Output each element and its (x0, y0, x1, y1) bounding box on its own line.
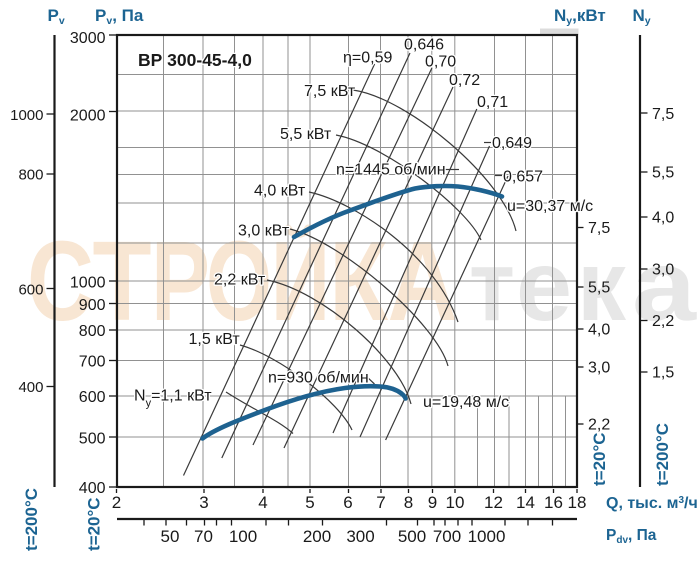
svg-text:2000: 2000 (70, 107, 106, 124)
svg-text:500: 500 (79, 431, 106, 448)
svg-text:η=0,59: η=0,59 (343, 50, 392, 67)
svg-text:800: 800 (79, 323, 106, 340)
svg-text:т: т (469, 230, 515, 342)
svg-text:0,72: 0,72 (449, 72, 480, 89)
svg-text:5,5 кВт: 5,5 кВт (280, 126, 332, 143)
svg-text:500: 500 (398, 527, 426, 546)
svg-text:600: 600 (79, 389, 106, 406)
svg-text:а: а (632, 230, 698, 342)
svg-text:400: 400 (18, 379, 43, 396)
svg-text:900: 900 (79, 297, 106, 314)
svg-text:2,2: 2,2 (588, 417, 610, 434)
svg-text:Q, тыс. м3/ч: Q, тыс. м3/ч (606, 495, 698, 512)
svg-text:2,2 кВт: 2,2 кВт (214, 272, 266, 289)
svg-text:0,646: 0,646 (404, 37, 444, 54)
svg-text:50: 50 (161, 527, 180, 546)
svg-text:3,0: 3,0 (588, 360, 610, 377)
svg-text:4,0: 4,0 (588, 322, 610, 339)
svg-text:300: 300 (346, 527, 374, 546)
svg-text:5: 5 (305, 493, 314, 512)
svg-text:7,5: 7,5 (588, 220, 610, 237)
svg-text:7: 7 (376, 493, 385, 512)
svg-text:9: 9 (428, 493, 437, 512)
svg-text:3,0: 3,0 (652, 262, 674, 279)
svg-text:0,649: 0,649 (492, 135, 532, 152)
svg-text:1000: 1000 (70, 275, 106, 292)
svg-text:n=930 об/мин: n=930 об/мин (268, 370, 369, 387)
svg-text:С: С (27, 218, 94, 344)
svg-text:к: к (577, 230, 627, 342)
svg-text:3: 3 (199, 493, 208, 512)
svg-text:е: е (516, 230, 572, 342)
svg-text:t=200°C: t=200°C (653, 423, 672, 486)
svg-text:5,5: 5,5 (588, 280, 610, 297)
svg-text:8: 8 (404, 493, 413, 512)
svg-text:12: 12 (484, 493, 503, 512)
svg-text:Pv, Па: Pv, Па (95, 6, 144, 27)
svg-text:10: 10 (446, 493, 465, 512)
svg-text:3,0 кВт: 3,0 кВт (238, 223, 290, 240)
svg-text:700: 700 (79, 353, 106, 370)
svg-text:Pdv, Па: Pdv, Па (606, 527, 657, 546)
svg-text:14: 14 (516, 493, 535, 512)
svg-text:t=20°C: t=20°C (85, 497, 104, 551)
svg-text:2: 2 (112, 493, 121, 512)
svg-text:4: 4 (258, 493, 267, 512)
svg-text:1,5 кВт: 1,5 кВт (189, 331, 241, 348)
svg-text:200: 200 (303, 527, 331, 546)
svg-text:4,0: 4,0 (652, 210, 674, 227)
svg-text:7,5 кВт: 7,5 кВт (304, 83, 356, 100)
svg-text:800: 800 (18, 167, 43, 184)
svg-text:7,5: 7,5 (652, 106, 674, 123)
svg-text:u=30,37 м/с: u=30,37 м/с (507, 198, 593, 215)
svg-text:0,657: 0,657 (503, 169, 543, 186)
svg-text:ВР 300-45-4,0: ВР 300-45-4,0 (138, 50, 252, 70)
svg-text:16: 16 (544, 493, 563, 512)
svg-text:6: 6 (343, 493, 352, 512)
svg-text:u=19,48 м/с: u=19,48 м/с (423, 394, 509, 411)
svg-text:70: 70 (194, 527, 213, 546)
svg-text:18: 18 (568, 493, 587, 512)
svg-text:600: 600 (18, 282, 43, 299)
svg-text:Ny,кВт: Ny,кВт (554, 6, 606, 27)
svg-text:1000: 1000 (10, 107, 43, 124)
svg-text:0,70: 0,70 (425, 54, 456, 71)
svg-text:2,2: 2,2 (652, 313, 674, 330)
svg-text:t=20°C: t=20°C (590, 432, 609, 486)
svg-text:400: 400 (79, 480, 106, 497)
svg-text:3000: 3000 (70, 30, 106, 47)
svg-text:700: 700 (433, 527, 461, 546)
svg-text:0,71: 0,71 (477, 94, 508, 111)
svg-text:n=1445 об/мин: n=1445 об/мин (336, 162, 446, 179)
svg-text:1000: 1000 (468, 527, 506, 546)
svg-text:4,0 кВт: 4,0 кВт (254, 183, 306, 200)
svg-text:5,5: 5,5 (652, 165, 674, 182)
svg-text:100: 100 (229, 527, 257, 546)
svg-text:1,5: 1,5 (652, 365, 674, 382)
svg-text:t=200°C: t=200°C (22, 488, 41, 551)
